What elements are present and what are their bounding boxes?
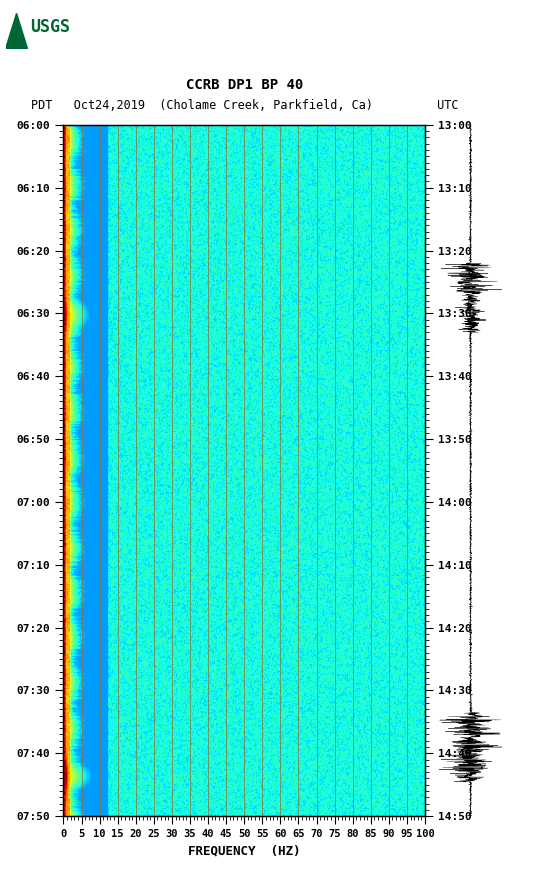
Text: CCRB DP1 BP 40: CCRB DP1 BP 40 [185, 78, 303, 92]
X-axis label: FREQUENCY  (HZ): FREQUENCY (HZ) [188, 845, 300, 858]
Polygon shape [6, 13, 28, 49]
Text: PDT   Oct24,2019  (Cholame Creek, Parkfield, Ca)         UTC: PDT Oct24,2019 (Cholame Creek, Parkfield… [30, 99, 458, 112]
Text: USGS: USGS [30, 18, 70, 36]
